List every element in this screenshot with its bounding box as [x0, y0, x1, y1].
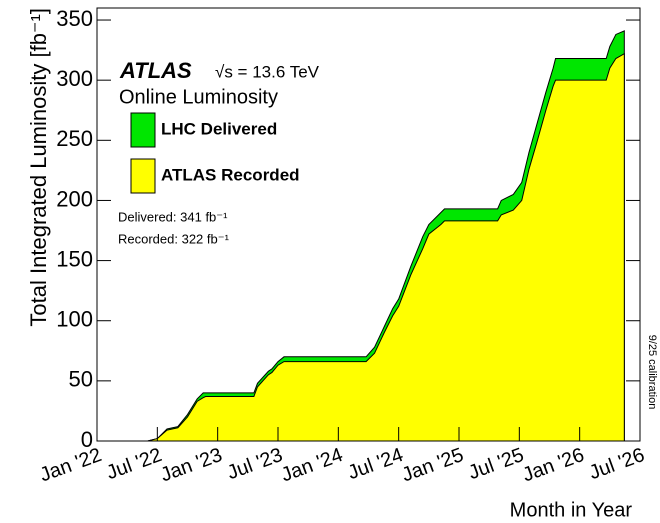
- x-tick-label: Jul '23: [224, 444, 285, 484]
- legend-label: LHC Delivered: [161, 119, 277, 138]
- x-tick-label: Jul '24: [345, 444, 406, 484]
- x-tick-label: Jul '22: [104, 444, 165, 484]
- frame: [96, 7, 641, 442]
- y-axis-label: Total Integrated Luminosity [fb⁻¹]: [26, 8, 51, 327]
- y-tick-label: 50: [69, 367, 93, 392]
- x-tick-label: Jan '25: [399, 444, 467, 487]
- x-tick-label: Jul '25: [466, 444, 527, 484]
- annotation: Delivered: 341 fb⁻¹: [118, 209, 228, 224]
- x-tick-label: Jan '22: [37, 444, 105, 487]
- x-tick-label: Jan '23: [158, 444, 226, 487]
- legend-swatch: [130, 112, 156, 148]
- energy: √s = 13.6 TeV: [215, 62, 320, 81]
- annotation: 9/25 calibration: [646, 335, 658, 410]
- subtitle: Online Luminosity: [119, 86, 278, 108]
- y-tick-label: 150: [56, 246, 93, 271]
- y-tick-label: 350: [56, 6, 93, 31]
- y-tick-label: 300: [56, 66, 93, 91]
- x-tick-label: Jan '26: [520, 444, 588, 487]
- y-tick-label: 200: [56, 186, 93, 211]
- x-tick-label: Jan '24: [278, 444, 346, 487]
- x-axis-label: Month in Year: [510, 499, 633, 521]
- y-tick-label: 250: [56, 126, 93, 151]
- legend-label: ATLAS Recorded: [161, 165, 300, 184]
- plot-area: [97, 30, 625, 442]
- y-tick-label: 0: [81, 427, 93, 452]
- legend-swatch: [130, 158, 156, 194]
- x-tick-label: Jul '26: [586, 444, 647, 484]
- area: [97, 52, 625, 442]
- annotation: Recorded: 322 fb⁻¹: [118, 231, 230, 246]
- experiment: ATLAS: [119, 58, 192, 83]
- y-tick-label: 100: [56, 307, 93, 332]
